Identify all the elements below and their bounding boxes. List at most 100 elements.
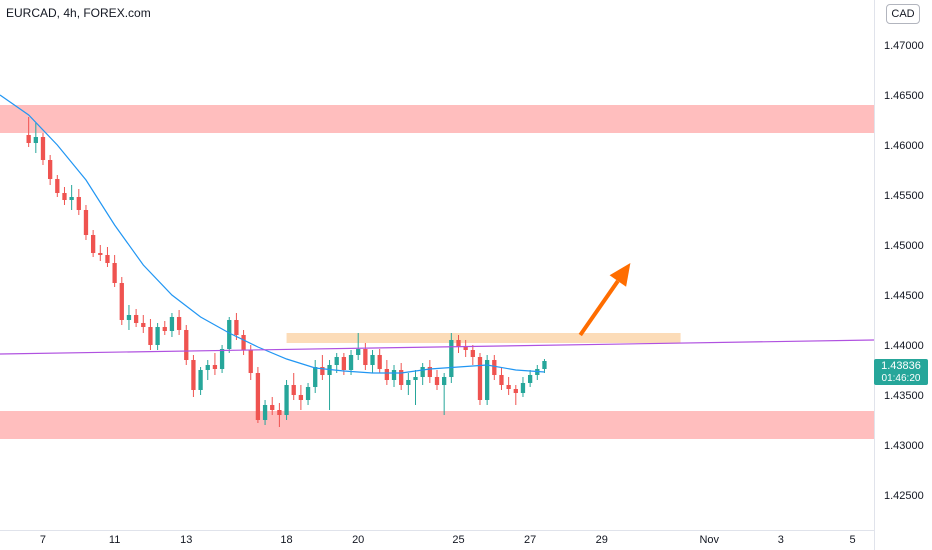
candle — [40, 137, 46, 160]
price-tick-label: 1.47000 — [884, 40, 924, 52]
candle — [348, 355, 354, 370]
up-arrow-icon — [609, 263, 631, 287]
candle — [499, 375, 504, 385]
candle — [90, 235, 96, 253]
candle — [234, 320, 239, 335]
bar-countdown: 01:46:20 — [881, 373, 921, 384]
candle — [248, 350, 253, 373]
candle — [427, 367, 432, 377]
candle — [76, 197, 81, 210]
candle — [184, 330, 189, 360]
candle — [305, 387, 311, 400]
price-tick-label: 1.43500 — [884, 390, 924, 402]
time-tick-label: Nov — [699, 534, 719, 546]
time-tick-label: 5 — [849, 534, 855, 546]
candle — [506, 385, 511, 389]
candle — [406, 380, 411, 385]
up-arrow-shaft — [578, 279, 620, 337]
price-zone-0 — [0, 105, 874, 133]
candle — [105, 255, 110, 263]
time-axis[interactable]: 7 11 13 18 20 25 27 29 Nov 3 5 — [40, 534, 856, 546]
candle — [298, 395, 304, 400]
currency-button[interactable]: CAD — [886, 4, 920, 24]
candle — [313, 367, 318, 387]
candle — [155, 327, 160, 345]
candle — [434, 377, 440, 385]
axis-area — [0, 0, 875, 550]
candle — [83, 210, 89, 235]
candle — [98, 253, 103, 255]
time-tick-label: 25 — [452, 534, 464, 546]
candle — [334, 357, 339, 365]
last-price-tag: 1.43836 01:46:20 — [874, 359, 928, 385]
time-tick-label: 27 — [524, 534, 536, 546]
chart-overlays — [0, 94, 875, 374]
candle — [141, 323, 146, 327]
candle — [391, 370, 397, 380]
candle — [112, 263, 117, 283]
candle — [384, 369, 390, 380]
candle — [320, 367, 325, 375]
candle — [191, 360, 196, 390]
price-tick-label: 1.45500 — [884, 190, 924, 202]
candle — [484, 360, 490, 400]
candle — [241, 335, 246, 350]
price-tick-label: 1.44500 — [884, 290, 924, 302]
price-tick-label: 1.42500 — [884, 490, 924, 502]
candle — [492, 360, 497, 375]
candle — [284, 385, 289, 415]
candle — [148, 327, 153, 345]
price-axis[interactable]: 1.42500 1.43000 1.43500 1.44000 1.44500 1.450… — [884, 40, 924, 502]
candle — [527, 375, 533, 383]
candle — [205, 365, 210, 370]
candle — [176, 317, 182, 330]
time-tick-label: 11 — [109, 534, 120, 546]
candle — [219, 349, 225, 369]
candle — [162, 327, 167, 331]
time-tick-label: 7 — [40, 534, 46, 546]
time-tick-label: 18 — [280, 534, 292, 546]
candle — [133, 315, 139, 323]
candle — [26, 135, 31, 143]
candle — [377, 355, 382, 369]
candle — [470, 350, 475, 357]
breakout-zone — [286, 333, 681, 343]
candle — [126, 315, 132, 320]
candle — [277, 410, 282, 415]
candle — [270, 405, 275, 410]
time-tick-label: 13 — [180, 534, 192, 546]
price-zone-1 — [0, 411, 874, 439]
moving-average-line — [0, 94, 545, 374]
candle — [198, 370, 203, 390]
candle — [456, 340, 461, 347]
chart-title[interactable]: EURCAD, 4h, FOREX.com — [6, 6, 151, 20]
candle — [69, 197, 74, 200]
candle — [370, 355, 375, 365]
candle — [62, 193, 67, 200]
candle — [442, 377, 447, 385]
candle — [420, 367, 425, 377]
candle — [477, 357, 483, 400]
time-tick-label: 29 — [596, 534, 608, 546]
candle — [55, 179, 60, 193]
price-tick-label: 1.45000 — [884, 240, 924, 252]
candle — [212, 365, 218, 369]
candle — [119, 283, 124, 320]
candle — [356, 349, 361, 355]
candle — [262, 405, 268, 420]
candle — [255, 373, 261, 420]
candle — [463, 347, 468, 350]
price-tick-label: 1.44000 — [884, 340, 924, 352]
candle — [399, 370, 404, 385]
time-tick-label: 20 — [352, 534, 364, 546]
last-price-value: 1.43836 — [881, 360, 921, 372]
price-tick-label: 1.46000 — [884, 140, 924, 152]
candle — [413, 377, 418, 380]
candle — [513, 389, 518, 393]
candle — [341, 357, 347, 370]
candle — [363, 349, 368, 365]
candle — [520, 383, 526, 393]
candle — [47, 160, 53, 179]
candle — [291, 385, 296, 395]
